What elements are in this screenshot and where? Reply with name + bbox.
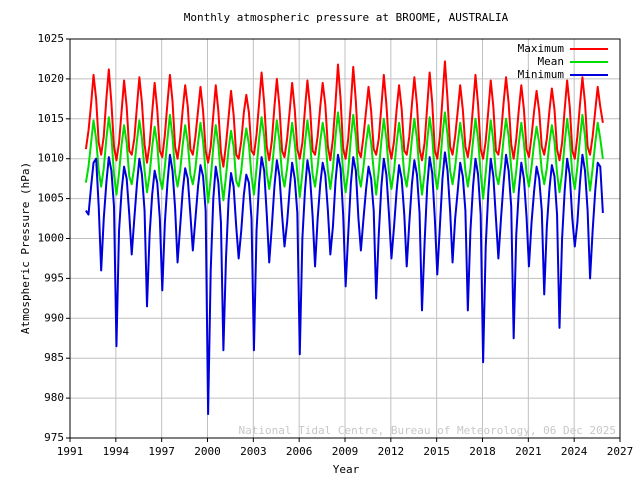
x-tick-label: 2015 [423, 445, 450, 458]
series-line [85, 151, 604, 416]
x-tick-label: 1991 [57, 445, 84, 458]
y-axis-label: Atmospheric Pressure (hPa) [19, 162, 32, 334]
y-tick-label: 1005 [38, 192, 65, 205]
x-axis-label: Year [333, 463, 360, 476]
y-tick-label: 985 [44, 351, 64, 364]
y-tick-label: 975 [44, 431, 64, 444]
y-tick-label: 1025 [38, 32, 65, 45]
legend-label: Mean [538, 55, 565, 68]
y-tick-label: 1000 [38, 232, 65, 245]
x-tick-label: 1997 [148, 445, 175, 458]
x-tick-label: 1994 [103, 445, 130, 458]
x-tick-label: 2000 [194, 445, 221, 458]
credit: National Tidal Centre, Bureau of Meteoro… [239, 424, 617, 437]
y-tick-label: 995 [44, 271, 64, 284]
x-tick-label: 2012 [378, 445, 405, 458]
x-tick-label: 2021 [515, 445, 542, 458]
plot-area [84, 60, 604, 416]
y-tick-label: 1015 [38, 112, 65, 125]
plot-frame [69, 38, 621, 439]
x-tick-label: 2009 [332, 445, 359, 458]
y-tick-label: 990 [44, 311, 64, 324]
chart-title: Monthly atmospheric pressure at BROOME, … [184, 11, 509, 24]
x-tick-label: 2018 [469, 445, 496, 458]
y-tick-label: 980 [44, 391, 64, 404]
y-tick-label: 1010 [38, 152, 65, 165]
x-tick-label: 2027 [607, 445, 634, 458]
series-line [84, 111, 604, 204]
legend-label: Minimum [518, 68, 565, 81]
series-line [84, 60, 604, 168]
x-tick-label: 2006 [286, 445, 313, 458]
y-tick-label: 1020 [38, 72, 65, 85]
x-tick-label: 2024 [561, 445, 588, 458]
legend-label: Maximum [518, 42, 565, 55]
x-tick-label: 2003 [240, 445, 267, 458]
